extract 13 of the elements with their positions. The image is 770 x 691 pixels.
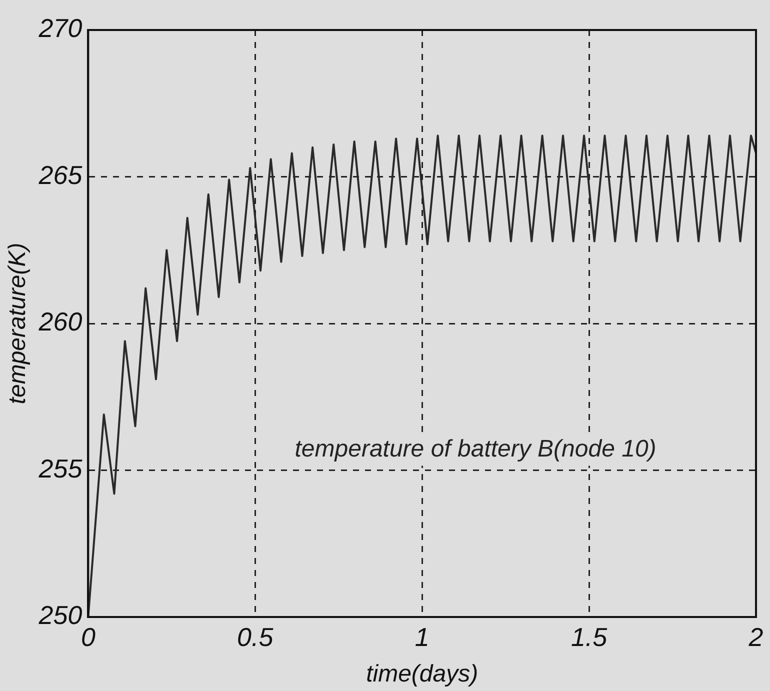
x-tick-label: 0 [80, 622, 96, 652]
x-tick-label: 2 [748, 622, 764, 652]
x-axis-title: time(days) [366, 660, 478, 688]
y-tick-label: 265 [38, 160, 83, 190]
y-tick-label: 250 [38, 600, 83, 630]
x-tick-label: 1.5 [570, 622, 608, 652]
x-tick-label: 0.5 [237, 622, 274, 652]
x-tick-label: 1 [414, 622, 430, 652]
y-tick-label: 260 [38, 306, 83, 337]
annotation: temperature of battery B(node 10) [294, 435, 656, 462]
y-tick-label: 270 [38, 13, 83, 44]
y-tick-label: 255 [38, 453, 83, 484]
y-axis-title: temperature(K) [4, 242, 32, 404]
